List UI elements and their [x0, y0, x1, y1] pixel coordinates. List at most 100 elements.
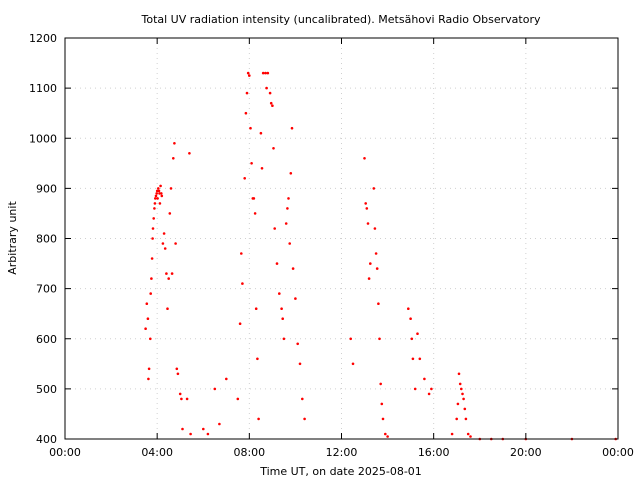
- data-point: [155, 192, 158, 195]
- x-tick-label: 16:00: [418, 446, 450, 459]
- data-point: [259, 131, 263, 135]
- data-point: [466, 432, 470, 436]
- data-point: [423, 377, 426, 381]
- data-point: [456, 402, 460, 406]
- grid-lines: [65, 38, 618, 439]
- data-point: [252, 197, 256, 200]
- data-point: [286, 207, 289, 210]
- data-point: [379, 382, 383, 386]
- data-point: [364, 202, 368, 205]
- data-point: [367, 277, 371, 280]
- data-point: [457, 372, 461, 376]
- data-point: [161, 242, 165, 245]
- data-point: [218, 422, 221, 426]
- data-point: [243, 177, 246, 180]
- y-tick-label: 900: [36, 182, 57, 195]
- data-point: [162, 232, 166, 235]
- data-point: [156, 197, 159, 200]
- data-points: [144, 71, 617, 441]
- data-point: [248, 74, 251, 77]
- x-axis-ticks: 00:00 04:00 08:00 12:00 16:00 20:00 00:00: [49, 38, 634, 459]
- data-point: [175, 367, 179, 371]
- y-axis-label: Arbitrary unit: [6, 201, 19, 275]
- data-point: [460, 387, 463, 391]
- data-point: [173, 142, 176, 145]
- data-point: [150, 257, 154, 260]
- y-tick-label: 800: [36, 233, 57, 246]
- data-point: [151, 237, 154, 240]
- data-point: [462, 397, 465, 401]
- data-point: [169, 187, 173, 190]
- data-point: [269, 101, 273, 105]
- data-point: [147, 367, 151, 371]
- data-point: [409, 317, 412, 321]
- data-point: [174, 242, 177, 245]
- data-point: [284, 222, 288, 225]
- data-point: [374, 252, 378, 255]
- data-point: [266, 71, 270, 75]
- data-point: [160, 194, 164, 198]
- data-point: [349, 337, 353, 341]
- data-point: [410, 337, 414, 341]
- data-point: [469, 435, 472, 438]
- data-point: [413, 387, 417, 391]
- data-point: [455, 417, 459, 421]
- y-tick-label: 1000: [29, 132, 57, 145]
- data-point: [380, 402, 384, 406]
- data-point: [202, 427, 205, 431]
- data-point: [153, 202, 157, 205]
- y-tick-label: 700: [36, 283, 57, 296]
- data-point: [416, 332, 419, 336]
- data-point: [144, 327, 147, 331]
- data-point: [163, 247, 167, 250]
- data-point: [152, 217, 155, 220]
- y-tick-label: 500: [36, 383, 57, 396]
- data-point: [458, 382, 462, 386]
- data-point: [272, 147, 275, 150]
- data-point: [151, 227, 155, 230]
- data-point: [180, 397, 183, 401]
- data-point: [154, 194, 158, 198]
- y-tick-label: 1200: [29, 32, 57, 45]
- data-point: [159, 184, 162, 188]
- data-point: [225, 377, 228, 381]
- data-point: [407, 307, 410, 311]
- data-point: [188, 152, 191, 155]
- data-point: [373, 227, 377, 230]
- data-point: [146, 317, 150, 321]
- data-point: [273, 227, 277, 230]
- data-point: [145, 302, 149, 306]
- data-point: [170, 272, 174, 275]
- data-point: [176, 372, 180, 376]
- data-point: [185, 397, 189, 401]
- data-point: [386, 435, 389, 438]
- data-point: [463, 407, 467, 411]
- data-point: [290, 126, 294, 130]
- data-point: [172, 157, 175, 160]
- data-point: [154, 197, 157, 200]
- data-point: [289, 172, 293, 175]
- data-point: [147, 377, 150, 381]
- data-point: [294, 297, 297, 300]
- data-point: [278, 292, 281, 295]
- data-point: [236, 397, 240, 401]
- x-tick-label: 00:00: [49, 446, 81, 459]
- data-point: [149, 292, 152, 295]
- data-point: [250, 162, 253, 165]
- data-point: [271, 104, 274, 107]
- data-point: [240, 252, 243, 255]
- data-point: [366, 222, 370, 225]
- data-point: [238, 322, 242, 326]
- data-point: [378, 337, 381, 341]
- data-point: [213, 387, 217, 391]
- data-point: [264, 71, 267, 75]
- data-point: [384, 432, 387, 436]
- data-point: [282, 337, 286, 341]
- x-tick-label: 00:00: [602, 446, 634, 459]
- data-point: [363, 157, 366, 160]
- data-point: [178, 392, 182, 396]
- data-point: [253, 212, 257, 215]
- data-point: [206, 432, 210, 436]
